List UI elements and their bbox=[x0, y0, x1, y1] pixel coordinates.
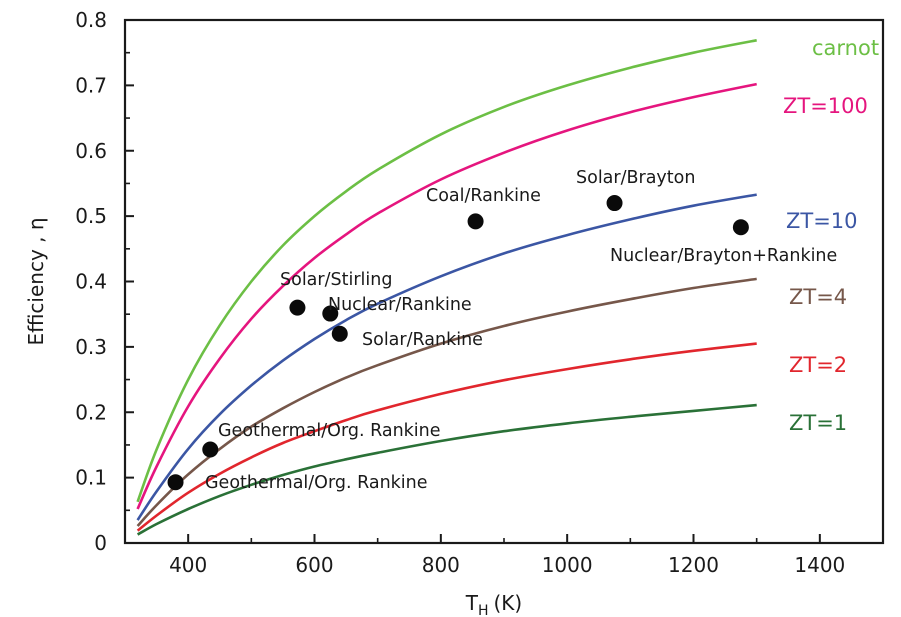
series-label-3: ZT=4 bbox=[789, 285, 847, 309]
x-tick-label-0: 400 bbox=[169, 553, 207, 577]
series-line-4 bbox=[136, 342, 757, 532]
data-point-label-7: Nuclear/Brayton+Rankine bbox=[610, 246, 837, 266]
curve-labels-layer: carnot ZT=100 ZT=10 ZT=4 ZT=2 ZT=1 bbox=[783, 36, 879, 435]
y-tick-label-2: 0.2 bbox=[75, 400, 107, 424]
data-point-6 bbox=[606, 195, 623, 212]
series-label-4: ZT=2 bbox=[789, 353, 847, 377]
data-point-label-5: Coal/Rankine bbox=[426, 186, 541, 206]
y-tick-label-7: 0.7 bbox=[75, 73, 107, 97]
series-line-1 bbox=[136, 82, 757, 510]
series-label-0: carnot bbox=[812, 36, 879, 60]
y-tick-label-3: 0.3 bbox=[75, 335, 107, 359]
curves-layer bbox=[136, 39, 757, 536]
x-tick-label-4: 1200 bbox=[668, 553, 719, 577]
data-point-7 bbox=[732, 219, 749, 236]
data-point-5 bbox=[467, 213, 484, 230]
series-line-0 bbox=[136, 39, 757, 503]
y-tick-label-0: 0 bbox=[94, 531, 107, 555]
point-labels-layer: Geothermal/Org. Rankine Geothermal/Org. R… bbox=[205, 168, 837, 493]
x-tick-label-3: 1000 bbox=[542, 553, 593, 577]
data-point-label-4: Solar/Rankine bbox=[362, 330, 483, 350]
data-point-label-2: Solar/Stirling bbox=[280, 270, 392, 290]
x-axis-title-main: T bbox=[465, 591, 479, 615]
y-tick-label-8: 0.8 bbox=[75, 8, 107, 32]
data-point-3 bbox=[322, 305, 339, 322]
y-axis: 0 0.1 0.2 0.3 0.4 0.5 0.6 0.7 0.8 bbox=[75, 8, 134, 555]
y-tick-label-5: 0.5 bbox=[75, 204, 107, 228]
series-label-1: ZT=100 bbox=[783, 94, 868, 118]
x-axis-title-unit: (K) bbox=[494, 591, 523, 615]
x-axis-title-subscript: H bbox=[478, 603, 489, 617]
series-label-2: ZT=10 bbox=[786, 209, 858, 233]
x-axis-title: TH (K) bbox=[465, 591, 522, 617]
y-axis-title: Efficiency , η bbox=[24, 217, 48, 345]
x-tick-label-5: 1400 bbox=[794, 553, 845, 577]
data-point-label-1: Geothermal/Org. Rankine bbox=[218, 421, 441, 441]
data-point-label-6: Solar/Brayton bbox=[576, 168, 695, 188]
data-point-2 bbox=[289, 299, 306, 316]
y-tick-label-6: 0.6 bbox=[75, 139, 107, 163]
y-tick-label-1: 0.1 bbox=[75, 466, 107, 490]
series-line-2 bbox=[136, 193, 757, 521]
series-line-3 bbox=[136, 277, 757, 527]
points-layer bbox=[167, 195, 749, 491]
x-axis: 400 600 800 1000 1200 1400 bbox=[124, 534, 884, 577]
data-point-0 bbox=[167, 474, 184, 491]
y-tick-label-4: 0.4 bbox=[75, 270, 107, 294]
x-tick-label-1: 600 bbox=[295, 553, 333, 577]
series-label-5: ZT=1 bbox=[789, 411, 847, 435]
series-line-5 bbox=[136, 403, 757, 536]
data-point-label-0: Geothermal/Org. Rankine bbox=[205, 473, 428, 493]
data-point-label-3: Nuclear/Rankine bbox=[328, 295, 472, 315]
x-tick-label-2: 800 bbox=[422, 553, 460, 577]
data-point-1 bbox=[202, 441, 219, 458]
data-point-4 bbox=[331, 325, 348, 342]
